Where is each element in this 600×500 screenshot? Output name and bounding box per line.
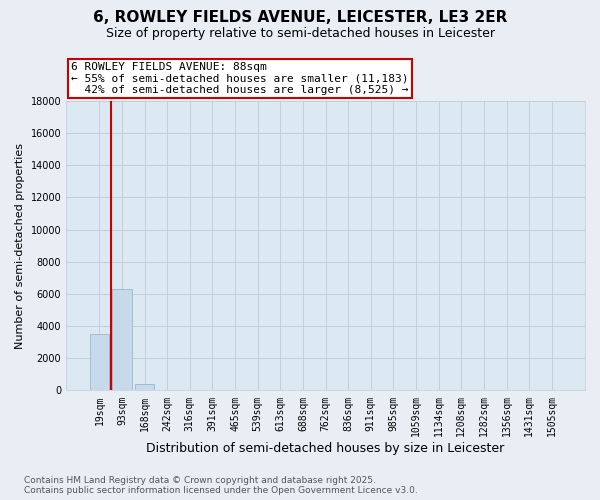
Bar	[112, 289, 131, 390]
X-axis label: Distribution of semi-detached houses by size in Leicester: Distribution of semi-detached houses by …	[146, 442, 505, 455]
Text: Size of property relative to semi-detached houses in Leicester: Size of property relative to semi-detach…	[106, 28, 494, 40]
Text: Contains HM Land Registry data © Crown copyright and database right 2025.
Contai: Contains HM Land Registry data © Crown c…	[24, 476, 418, 495]
Text: 6, ROWLEY FIELDS AVENUE, LEICESTER, LE3 2ER: 6, ROWLEY FIELDS AVENUE, LEICESTER, LE3 …	[93, 10, 507, 25]
Bar	[90, 334, 109, 390]
Bar	[135, 384, 154, 390]
Text: 6 ROWLEY FIELDS AVENUE: 88sqm
← 55% of semi-detached houses are smaller (11,183): 6 ROWLEY FIELDS AVENUE: 88sqm ← 55% of s…	[71, 62, 409, 95]
Y-axis label: Number of semi-detached properties: Number of semi-detached properties	[15, 142, 25, 348]
